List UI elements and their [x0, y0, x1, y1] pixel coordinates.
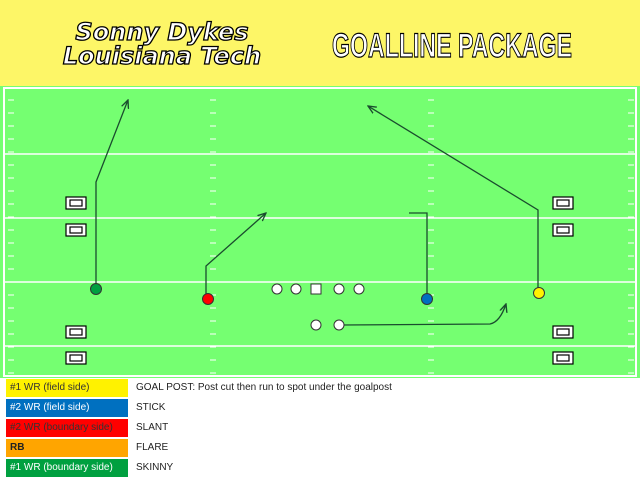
legend-role: #1 WR (field side)	[6, 379, 128, 397]
field-diagram	[3, 87, 637, 377]
play-title: GOALLINE PACKAGE	[331, 26, 572, 65]
team-name: Louisiana Tech	[63, 42, 261, 70]
legend-row: #1 WR (boundary side) SKINNY	[0, 458, 640, 478]
wr2-boundary-player	[202, 293, 214, 305]
legend-row: #1 WR (field side) GOAL POST: Post cut t…	[0, 378, 640, 398]
legend-row: #2 WR (field side) STICK	[0, 398, 640, 418]
legend-role: #2 WR (boundary side)	[6, 419, 128, 437]
route-legend: #1 WR (field side) GOAL POST: Post cut t…	[0, 378, 640, 480]
legend-role: #2 WR (field side)	[6, 399, 128, 417]
offensive-line	[271, 283, 365, 331]
legend-route: SLANT	[136, 422, 169, 433]
header-banner: Sonny Dykes Louisiana Tech GOALLINE PACK…	[0, 0, 640, 86]
legend-row: #2 WR (boundary side) SLANT	[0, 418, 640, 438]
coach-name: Sonny Dykes	[75, 18, 248, 46]
legend-route: FLARE	[136, 442, 169, 453]
legend-route: GOAL POST: Post cut then run to spot und…	[136, 382, 392, 393]
legend-role: RB	[6, 439, 128, 457]
route-slant	[205, 213, 266, 296]
football-field	[0, 86, 640, 378]
legend-role: #1 WR (boundary side)	[6, 459, 128, 477]
wr1-field-player	[533, 287, 545, 299]
legend-route: SKINNY	[136, 462, 174, 473]
goalpost-markers	[65, 196, 574, 365]
route-flare	[341, 304, 506, 326]
field-border	[3, 87, 637, 377]
wr2-field-player	[421, 293, 433, 305]
routes	[95, 100, 539, 326]
play-name: GOALLINE PACKAGE	[332, 27, 572, 65]
route-skinny	[95, 100, 128, 286]
hash-marks	[8, 99, 634, 374]
brand-title: Sonny Dykes Louisiana Tech	[62, 17, 262, 70]
wr1-boundary-player	[90, 283, 102, 295]
route-stick	[409, 212, 428, 296]
legend-route: STICK	[136, 402, 166, 413]
legend-row: RB FLARE	[0, 438, 640, 458]
route-goal-post	[368, 106, 539, 290]
